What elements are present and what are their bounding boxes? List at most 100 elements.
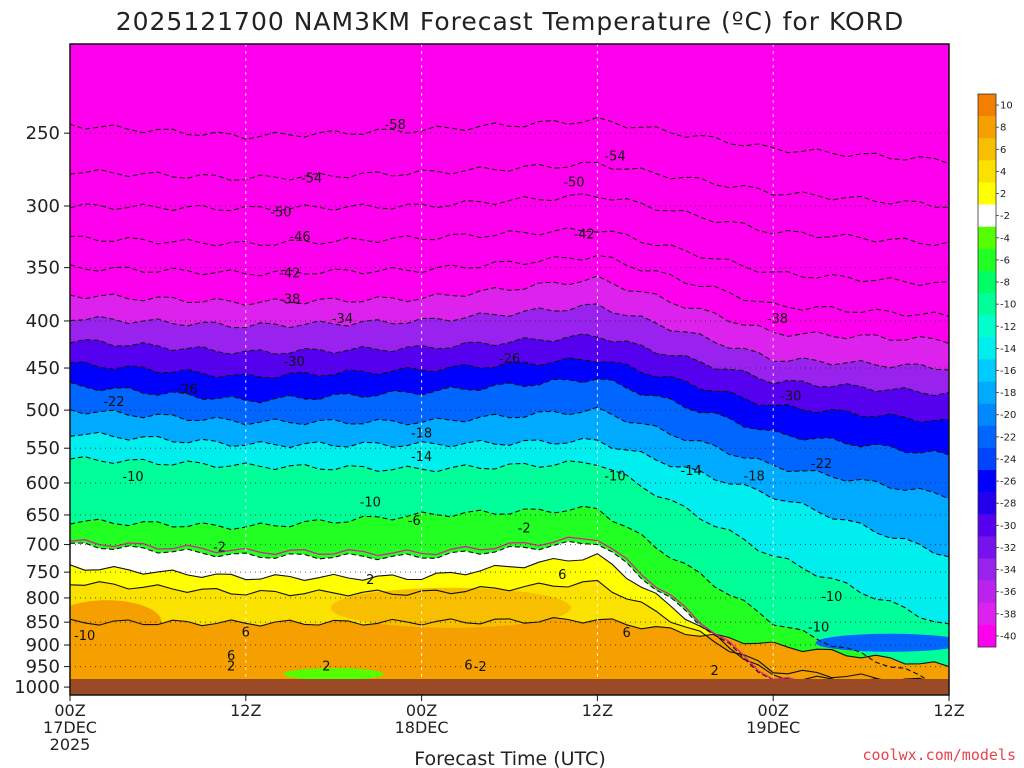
y-tick-label: 250	[26, 123, 60, 144]
contour-label: -34	[332, 312, 353, 327]
colorbar-swatch	[978, 204, 996, 228]
y-tick-label: 300	[26, 196, 60, 217]
colorbar-swatch	[978, 138, 996, 161]
contour-label: -30	[780, 389, 801, 404]
contour-label: -2	[518, 521, 531, 536]
colorbar-label: 10	[1000, 101, 1013, 112]
colorbar-swatch	[978, 425, 996, 449]
contour-label: -10	[808, 620, 829, 635]
y-tick-label: 900	[26, 635, 60, 656]
contour-label: 6	[242, 625, 250, 640]
isotherm-line	[70, 357, 949, 423]
colorbar-swatch	[978, 514, 996, 537]
cool-pocket	[283, 668, 384, 681]
colorbar-swatch	[978, 337, 996, 360]
colorbar-swatch	[978, 160, 996, 183]
isotherm-line	[70, 579, 949, 686]
contour-label: -54	[301, 171, 322, 186]
isotherm-line	[70, 116, 949, 165]
colorbar-swatch	[978, 182, 996, 205]
x-tick-label: 12Z	[230, 701, 261, 720]
contour-label: -18	[411, 426, 432, 441]
isotherm-line	[70, 505, 949, 688]
contour-label: -54	[604, 149, 625, 164]
isotherm-line	[70, 303, 949, 371]
contour-label: -2	[213, 540, 226, 555]
colorbar-label: -32	[1000, 543, 1016, 554]
isotherm-line	[70, 431, 949, 558]
contour-labels: -58-54-54 -50-50-46 -42-42-38-38-34-30 -26-…	[74, 118, 842, 679]
contour-label: -46	[289, 230, 310, 245]
colorbar-swatch	[978, 602, 996, 626]
contour-label: 2	[322, 660, 330, 675]
x-tick-label: 12Z	[933, 701, 964, 720]
colorbar-swatch	[978, 116, 996, 139]
contour-label: 2	[710, 664, 718, 679]
y-tick-label: 700	[26, 535, 60, 556]
contour-label: 2	[366, 573, 374, 588]
ground-bar	[70, 679, 949, 695]
colorbar-swatch	[978, 403, 996, 427]
contour-label: -14	[681, 464, 702, 479]
colorbar-swatch	[978, 536, 996, 559]
colorbar-swatch	[978, 492, 996, 515]
contour-label: -22	[811, 457, 832, 472]
colorbar-label: -22	[1000, 432, 1016, 443]
chart-title: 2025121700 NAM3KM Forecast Temperature (…	[116, 7, 905, 36]
colorbar-label: -24	[1000, 454, 1016, 465]
x-tick-label: 00Z	[758, 701, 789, 720]
y-tick-label: 600	[26, 473, 60, 494]
contour-label: -14	[411, 450, 432, 465]
isotherm-line	[70, 617, 949, 668]
colorbar-label: -34	[1000, 565, 1016, 576]
contour-label: -2	[474, 660, 487, 675]
contour-label: -58	[385, 118, 406, 133]
colorbar-swatch	[978, 580, 996, 604]
y-tick-label: 550	[26, 438, 60, 459]
colorbar-label: -2	[1000, 211, 1010, 222]
y-tick-label: 450	[26, 358, 60, 379]
colorbar-label: -36	[1000, 587, 1016, 598]
y-tick-label: 1000	[14, 677, 60, 698]
colorbar-label: 6	[1000, 145, 1006, 156]
colorbar-label: -10	[1000, 300, 1016, 311]
cold-pocket	[815, 633, 949, 652]
contour-label: -30	[284, 355, 305, 370]
isotherm-line	[70, 161, 949, 208]
colorbar-swatch	[978, 381, 996, 404]
colorbar-label: -38	[1000, 609, 1016, 620]
contour-label: -50	[563, 176, 584, 191]
credit-text: coolwx.com/models	[862, 746, 1016, 764]
y-tick-label: 650	[26, 505, 60, 526]
colorbar-label: -6	[1000, 255, 1010, 266]
colorbar-swatch	[978, 248, 996, 272]
y-tick-label: 800	[26, 588, 60, 609]
isotherm-line	[70, 406, 949, 500]
contour-label: -38	[279, 292, 300, 307]
contour-label: -42	[279, 266, 300, 281]
x-tick-date: 18DEC	[395, 718, 449, 737]
colorbar-swatch	[978, 226, 996, 250]
contour-label: -6	[408, 514, 421, 529]
contour-label: 6	[558, 568, 566, 583]
contour-label: -22	[103, 395, 124, 410]
colorbar-swatch	[978, 359, 996, 382]
x-tick-date: 19DEC	[746, 718, 800, 737]
x-tick-date: 17DEC	[43, 718, 97, 737]
isotherm-line	[70, 254, 949, 317]
contour-label: -26	[499, 352, 520, 367]
y-tick-label: 950	[26, 657, 60, 678]
colorbar-label: -40	[1000, 631, 1016, 642]
contour-label: -42	[574, 227, 595, 242]
colorbar-swatch	[978, 270, 996, 294]
y-tick-label: 350	[26, 258, 60, 279]
contour-label: 6	[623, 626, 631, 641]
isotherm-line	[70, 456, 949, 625]
contour-label: -50	[270, 206, 291, 221]
isotherm-line	[70, 193, 949, 247]
colorbar-label: -12	[1000, 322, 1016, 333]
colorbar: 10 8 6 4 2 -2 -4 -6 -8 -10 -12 -14 -16 -18 -20 -22 -24 -2…	[977, 93, 1016, 648]
colorbar-label: -14	[1000, 344, 1016, 355]
x-tick-year: 2025	[50, 735, 91, 754]
